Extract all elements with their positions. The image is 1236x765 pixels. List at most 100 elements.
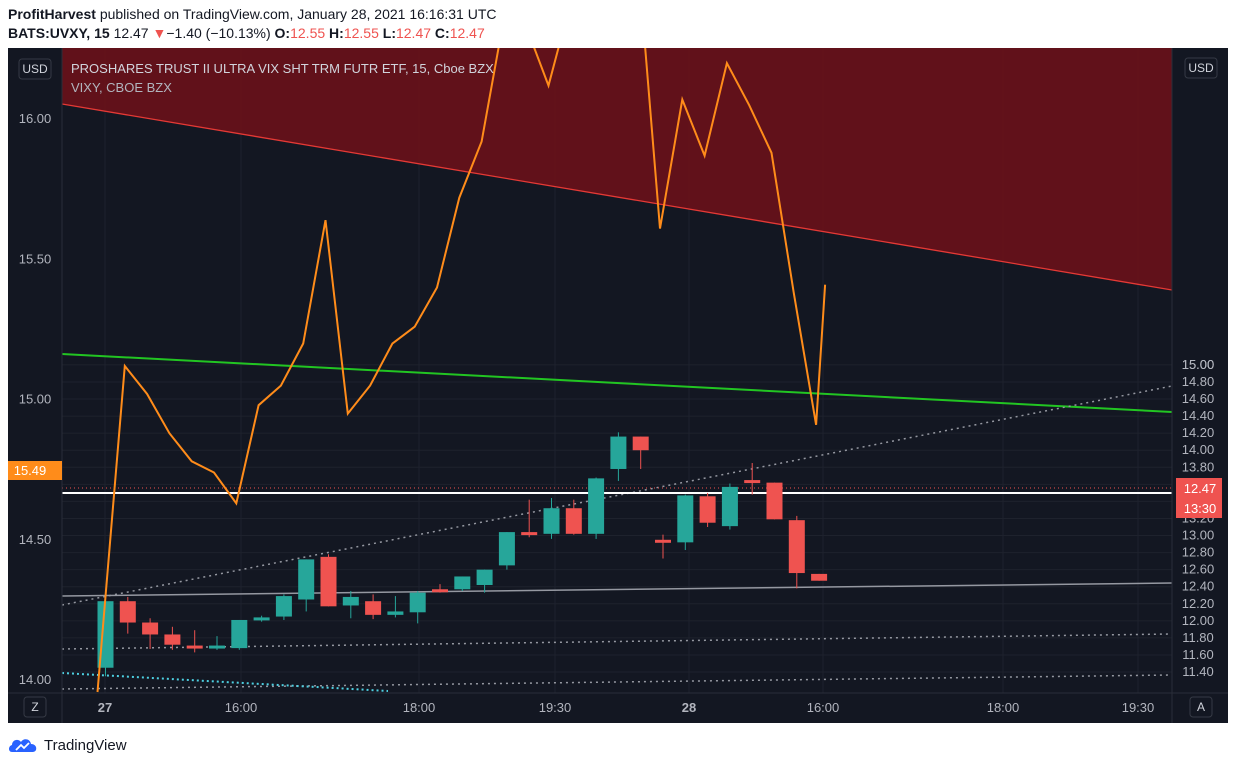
author-name[interactable]: ProfitHarvest bbox=[8, 6, 96, 22]
dotted-level-line bbox=[62, 633, 1172, 650]
lower-level-line bbox=[62, 582, 1172, 597]
right-tick-label: 12.60 bbox=[1182, 562, 1215, 577]
high-label: H: bbox=[329, 25, 344, 41]
candle-body[interactable] bbox=[721, 486, 738, 527]
candle-body[interactable] bbox=[588, 478, 605, 534]
z-scale-button-box bbox=[23, 696, 47, 718]
candle-body[interactable] bbox=[142, 622, 159, 635]
right-tick-label: 14.80 bbox=[1182, 374, 1215, 389]
left-tick-label: 15.00 bbox=[19, 392, 52, 407]
right-tick-label: 11.80 bbox=[1182, 630, 1214, 645]
candle-body[interactable] bbox=[342, 596, 359, 606]
candle-body[interactable] bbox=[231, 619, 248, 649]
candle-body[interactable] bbox=[387, 611, 404, 615]
x-tick-label: 19:30 bbox=[1122, 700, 1155, 715]
z-scale-button-label: Z bbox=[31, 700, 38, 714]
candle-body[interactable] bbox=[409, 592, 426, 613]
right-tick-label: 14.60 bbox=[1182, 391, 1215, 406]
low-value: 12.47 bbox=[395, 25, 432, 41]
chart-panel[interactable]: 11.40 11.60 11.80 12.00 12.20 12.40 12.60 12.80… bbox=[8, 48, 1228, 723]
right-tick-label: 13.00 bbox=[1182, 528, 1215, 543]
candle-body[interactable] bbox=[788, 520, 805, 574]
x-tick-label: 16:00 bbox=[807, 700, 840, 715]
vixy-price-badge bbox=[8, 461, 62, 480]
compare-series-title: VIXY, CBOE BZX bbox=[71, 80, 172, 95]
right-currency-button-box bbox=[1184, 57, 1218, 79]
vixy-compare-line bbox=[96, 48, 827, 693]
candle-body[interactable] bbox=[811, 573, 828, 581]
candle-body[interactable] bbox=[521, 532, 538, 536]
publish-info: published on TradingView.com, January 28… bbox=[99, 6, 497, 22]
dotted-level-line bbox=[62, 674, 1172, 690]
candle-body[interactable] bbox=[253, 617, 270, 621]
auto-scale-button-box bbox=[1189, 696, 1213, 718]
low-label: L: bbox=[382, 25, 396, 41]
right-tick-label: 14.40 bbox=[1182, 408, 1215, 423]
left-tick-label: 16.00 bbox=[19, 111, 52, 126]
right-tick-label: 13.80 bbox=[1182, 459, 1215, 474]
support-line bbox=[62, 353, 1172, 413]
candle-body[interactable] bbox=[164, 634, 181, 645]
resistance-zone bbox=[62, 48, 1172, 290]
candle-body[interactable] bbox=[766, 482, 783, 520]
x-tick-label: 27 bbox=[98, 700, 112, 715]
x-tick-label: 18:00 bbox=[987, 700, 1020, 715]
right-tick-label: 12.00 bbox=[1182, 613, 1215, 628]
candle-body[interactable] bbox=[320, 556, 337, 607]
open-label: O: bbox=[274, 25, 291, 41]
candle-body[interactable] bbox=[610, 436, 627, 469]
x-tick-label: 19:30 bbox=[539, 700, 572, 715]
main-series-title: PROSHARES TRUST II ULTRA VIX SHT TRM FUT… bbox=[71, 61, 494, 76]
candle-body[interactable] bbox=[298, 559, 315, 600]
candle-body[interactable] bbox=[454, 576, 471, 590]
right-tick-label: 14.00 bbox=[1182, 442, 1215, 457]
right-tick-label: 14.20 bbox=[1182, 425, 1215, 440]
candle-body[interactable] bbox=[432, 589, 448, 593]
x-tick-label: 28 bbox=[682, 700, 696, 715]
right-tick-label: 15.00 bbox=[1182, 357, 1215, 372]
candle-body[interactable] bbox=[677, 495, 694, 543]
left-currency-button[interactable]: USD bbox=[18, 58, 52, 80]
x-tick-label: 18:00 bbox=[403, 700, 436, 715]
publish-line: ProfitHarvest published on TradingView.c… bbox=[8, 6, 496, 22]
right-tick-label: 11.40 bbox=[1182, 664, 1214, 679]
x-tick-label: 16:00 bbox=[225, 700, 258, 715]
left-currency-button-box bbox=[18, 58, 52, 80]
right-tick-label: 12.20 bbox=[1182, 596, 1215, 611]
symbol-label: BATS:UVXY, 15 bbox=[8, 25, 110, 41]
candle-body[interactable] bbox=[543, 508, 560, 534]
candle-body[interactable] bbox=[565, 508, 582, 534]
candle-body[interactable] bbox=[498, 532, 515, 566]
candle-body[interactable] bbox=[186, 645, 203, 649]
down-arrow-icon: ▼ bbox=[152, 25, 167, 41]
open-value: 12.55 bbox=[290, 25, 326, 41]
left-tick-label: 15.50 bbox=[19, 251, 52, 266]
left-tick-label: 14.50 bbox=[19, 532, 52, 547]
right-tick-label: 15.00 bbox=[1182, 357, 1215, 372]
countdown-label: 13:30 bbox=[1184, 501, 1217, 516]
left-tick-label: 14.00 bbox=[19, 672, 52, 687]
resistance-line bbox=[62, 103, 1172, 291]
candle-body[interactable] bbox=[476, 569, 493, 585]
price-chart[interactable]: 11.40 11.60 11.80 12.00 12.20 12.40 12.60 12.80… bbox=[8, 48, 1228, 723]
candle-body[interactable] bbox=[632, 436, 649, 451]
candle-body[interactable] bbox=[699, 496, 716, 523]
candle-body[interactable] bbox=[209, 645, 225, 649]
rising-trendline bbox=[62, 385, 1172, 606]
right-tick-label: 12.40 bbox=[1182, 579, 1215, 594]
right-currency-button[interactable]: USD bbox=[1184, 57, 1218, 79]
change-value: −1.40 (−10.13%) bbox=[166, 25, 271, 41]
tradingview-brand: TradingView bbox=[8, 735, 127, 755]
right-currency-button-label: USD bbox=[1188, 61, 1214, 75]
z-scale-button[interactable]: Z bbox=[23, 696, 47, 718]
candle-body[interactable] bbox=[365, 601, 382, 615]
auto-scale-button[interactable]: A bbox=[1189, 696, 1213, 718]
last-price: 12.47 bbox=[113, 25, 149, 41]
candle-body[interactable] bbox=[119, 601, 136, 623]
close-label: C: bbox=[434, 25, 450, 41]
candle-body[interactable] bbox=[275, 596, 292, 617]
left-currency-button-label: USD bbox=[22, 62, 48, 76]
candle-body[interactable] bbox=[655, 539, 671, 543]
high-value: 12.55 bbox=[343, 25, 379, 41]
candle-body[interactable] bbox=[744, 480, 761, 484]
